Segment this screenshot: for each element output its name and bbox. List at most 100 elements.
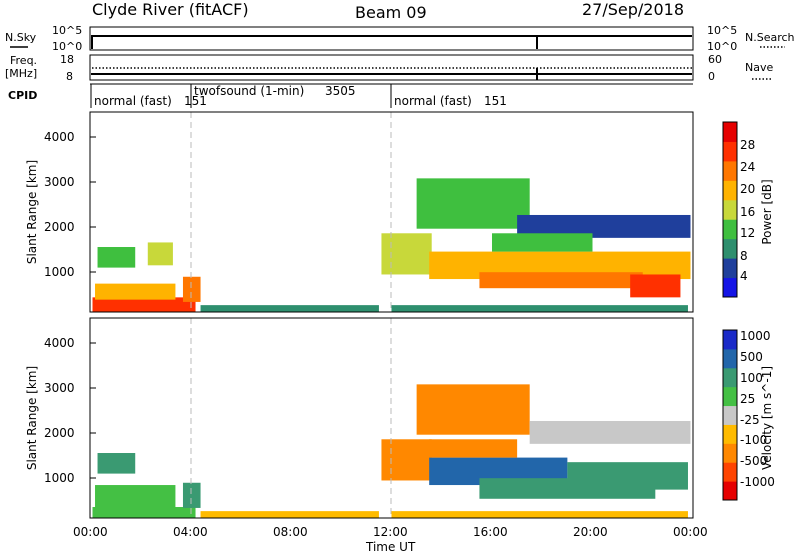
power-cbar-tick-12: 12 xyxy=(740,226,755,240)
cpid-segment-2-id: 3505 xyxy=(325,84,356,98)
velocity-cbar-tick-n500: -500 xyxy=(740,454,767,468)
power-echo-region-2 xyxy=(97,247,136,268)
velocity-colorbar-swatch-2 xyxy=(723,443,737,463)
x-tick-08: 08:00 xyxy=(273,525,308,539)
nsearch-tick-top: 10^5 xyxy=(707,24,737,37)
velocity-cbar-tick-1000: 1000 xyxy=(740,329,771,343)
station-title: Clyde River (fitACF) xyxy=(92,0,249,19)
velocity-colorbar-swatch-6 xyxy=(723,367,737,388)
velocity-y-tick-3000: 3000 xyxy=(44,381,75,395)
power-data-layer xyxy=(92,178,691,312)
velocity-y-tick-2000: 2000 xyxy=(44,426,75,440)
x-axis-label: Time UT xyxy=(365,540,416,554)
freq-label-line2: [MHz] xyxy=(5,67,37,80)
cpid-segment-1-name: normal (fast) xyxy=(94,94,172,108)
velocity-colorbar-label: Velocity [m s^-1] xyxy=(760,366,774,470)
x-tick-00: 00:00 xyxy=(73,525,108,539)
cpid-segment-1-id: 151 xyxy=(184,94,207,108)
power-colorbar-swatch-1 xyxy=(723,258,737,279)
power-plot-frame xyxy=(89,111,694,313)
power-panel: 1000 2000 3000 4000 Slant Range [km] xyxy=(25,111,694,313)
x-tick-24: 00:00 xyxy=(673,525,708,539)
cpid-segment-3-id: 151 xyxy=(484,94,507,108)
velocity-colorbar-ticks: -1000 -500 -100 -25 25 100 500 1000 xyxy=(740,329,775,489)
velocity-colorbar-swatch-0 xyxy=(723,481,737,501)
date-title: 27/Sep/2018 xyxy=(582,0,684,19)
velocity-echo-region-11 xyxy=(529,420,691,444)
velocity-echo-region-12 xyxy=(429,439,518,458)
power-colorbar-label: Power [dB] xyxy=(760,179,774,244)
power-echo-region-6 xyxy=(381,233,432,275)
power-echo-region-13 xyxy=(492,233,593,252)
power-colorbar xyxy=(722,121,738,298)
velocity-cbar-tick-n25: -25 xyxy=(740,413,760,427)
power-echo-region-5 xyxy=(200,305,379,312)
power-colorbar-swatch-2 xyxy=(723,238,737,259)
beam-title: Beam 09 xyxy=(355,3,427,22)
velocity-cbar-tick-100: 100 xyxy=(740,371,763,385)
velocity-cbar-tick-500: 500 xyxy=(740,350,763,364)
power-echo-region-3 xyxy=(147,242,173,266)
velocity-data-layer xyxy=(92,384,691,518)
nave-tick-bottom: 0 xyxy=(708,70,715,83)
power-y-label: Slant Range [km] xyxy=(25,160,39,264)
velocity-echo-region-10 xyxy=(391,511,688,518)
velocity-colorbar-swatch-5 xyxy=(723,386,737,407)
nave-tick-top: 60 xyxy=(708,53,722,66)
power-echo-region-0 xyxy=(92,297,196,312)
x-tick-16: 16:00 xyxy=(473,525,508,539)
velocity-cbar-tick-n100: -100 xyxy=(740,433,767,447)
velocity-echo-region-3 xyxy=(182,482,201,508)
power-colorbar-frame xyxy=(722,121,738,298)
velocity-panel: 1000 2000 3000 4000 Slant Range [km] xyxy=(25,317,694,519)
power-cbar-tick-16: 16 xyxy=(740,205,755,219)
velocity-colorbar xyxy=(722,329,738,501)
power-colorbar-swatch-7 xyxy=(723,141,737,162)
nsky-panel-frame xyxy=(89,26,694,51)
velocity-y-tick-1000: 1000 xyxy=(44,471,75,485)
nsearch-label: N.Search xyxy=(745,31,795,44)
velocity-echo-region-1 xyxy=(97,453,136,474)
velocity-echo-region-2 xyxy=(95,485,176,508)
nsky-tick-bottom: 10^0 xyxy=(52,40,82,53)
x-tick-04: 04:00 xyxy=(173,525,208,539)
velocity-colorbar-swatch-1 xyxy=(723,462,737,482)
power-cbar-tick-8: 8 xyxy=(740,249,748,263)
velocity-echo-region-0 xyxy=(92,507,196,518)
velocity-y-label: Slant Range [km] xyxy=(25,366,39,470)
freq-tick-top: 18 xyxy=(60,53,74,66)
velocity-cbar-tick-n1000: -1000 xyxy=(740,475,775,489)
power-echo-region-12 xyxy=(517,214,691,238)
power-y-tick-4000: 4000 xyxy=(44,130,75,144)
power-echo-region-10 xyxy=(630,274,681,298)
power-cbar-tick-20: 20 xyxy=(740,182,755,196)
power-cbar-tick-24: 24 xyxy=(740,160,755,174)
velocity-echo-region-4 xyxy=(200,511,379,518)
power-colorbar-swatch-5 xyxy=(723,180,737,201)
cpid-segment-2-name: twofsound (1-min) xyxy=(194,84,304,98)
x-tick-20: 20:00 xyxy=(573,525,608,539)
power-y-tick-3000: 3000 xyxy=(44,175,75,189)
power-y-axis: 1000 2000 3000 4000 xyxy=(44,130,96,279)
power-echo-region-7 xyxy=(416,178,530,229)
power-cbar-tick-4: 4 xyxy=(740,269,748,283)
power-colorbar-swatch-4 xyxy=(723,199,737,220)
power-y-tick-1000: 1000 xyxy=(44,265,75,279)
velocity-echo-region-6 xyxy=(416,384,530,435)
power-colorbar-swatch-8 xyxy=(723,122,737,142)
nsearch-tick-bottom: 10^0 xyxy=(707,40,737,53)
velocity-colorbar-frame xyxy=(722,329,738,501)
nsky-label: N.Sky xyxy=(5,31,37,44)
power-colorbar-swatch-0 xyxy=(723,277,737,298)
nave-label: Nave xyxy=(745,61,773,74)
power-echo-region-1 xyxy=(95,283,176,300)
freq-label-line1: Freq. xyxy=(10,54,37,67)
power-colorbar-ticks: 4 8 12 16 20 24 28 xyxy=(740,138,755,283)
freq-tick-bottom: 8 xyxy=(66,70,73,83)
velocity-cbar-tick-25: 25 xyxy=(740,392,755,406)
cpid-segment-3-name: normal (fast) xyxy=(394,94,472,108)
x-tick-12: 12:00 xyxy=(373,525,408,539)
velocity-colorbar-swatch-8 xyxy=(723,330,737,350)
power-y-tick-2000: 2000 xyxy=(44,220,75,234)
